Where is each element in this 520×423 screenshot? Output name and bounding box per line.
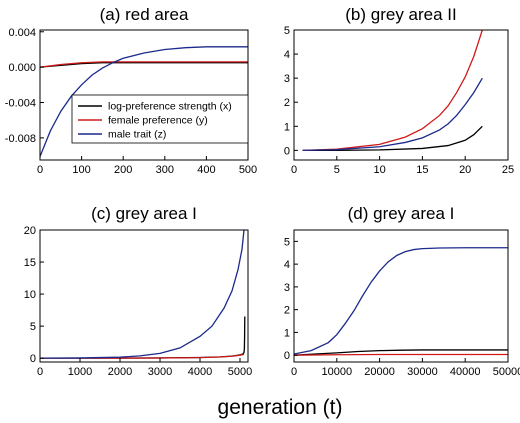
series-line-z (40, 230, 245, 359)
panel-b: (b) grey area II 0 5 10 15 20 25 0 1 2 3 4 5 (284, 5, 514, 176)
y-tick-label: 20 (24, 225, 36, 237)
y-tick-label: 4 (284, 49, 290, 61)
figure-x-axis-label: generation (t) (218, 396, 343, 419)
x-tick-label: 5000 (228, 366, 252, 378)
y-tick-label: 3 (284, 282, 290, 294)
x-tick-label: 0 (291, 164, 297, 176)
x-tick-label: 500 (239, 164, 257, 176)
series-line-y (294, 353, 508, 356)
y-tick-label: 1 (284, 121, 290, 133)
y-tick-label: 2 (284, 305, 290, 317)
x-tick-label: 15 (416, 164, 428, 176)
series-line-x (302, 125, 483, 152)
plot-frame (39, 229, 249, 363)
x-tick-label: 0 (291, 366, 297, 378)
x-tick-label: 400 (197, 164, 215, 176)
y-tick-label: 5 (284, 25, 290, 37)
series-line-y (40, 353, 245, 359)
x-tick-label: 25 (502, 164, 514, 176)
y-tick-label: 3 (284, 73, 290, 85)
legend-label: log-preference strength (x) (108, 101, 232, 113)
y-tick-label: 5 (284, 236, 290, 248)
series-line-x (294, 349, 508, 356)
panel-title: (d) grey area I (348, 204, 455, 223)
x-tick-label: 3000 (148, 366, 172, 378)
y-tick-label: 0 (284, 145, 290, 157)
x-tick-label: 1000 (68, 366, 92, 378)
panel-d: (d) grey area I 0 10000 20000 30000 40000 5000… (284, 204, 520, 378)
legend-box (71, 94, 249, 144)
x-tick-label: 4000 (188, 366, 212, 378)
x-tick-label: 30000 (407, 366, 438, 378)
plot-frame (293, 29, 509, 161)
x-tick-label: 0 (37, 164, 43, 176)
y-tick-label: 5 (30, 321, 36, 333)
panel-title: (a) red area (100, 5, 189, 24)
series-line-z (294, 247, 508, 355)
x-tick-label: 2000 (108, 366, 132, 378)
y-tick-label: 10 (24, 289, 36, 301)
panel-c: (c) grey area I 0 1000 2000 3000 4000 5000 0 5 10… (24, 204, 252, 378)
plot-frame (293, 229, 509, 363)
y-tick-label: -0.008 (5, 133, 36, 145)
x-tick-label: 40000 (450, 366, 481, 378)
x-tick-label: 0 (37, 366, 43, 378)
legend: log-preference strength (x) female prefer… (71, 94, 249, 144)
y-tick-label: 0 (284, 350, 290, 362)
x-tick-label: 10 (373, 164, 385, 176)
y-tick-label: -0.004 (5, 98, 36, 110)
series-line-z (40, 46, 248, 157)
y-tick-label: 15 (24, 257, 36, 269)
legend-label: female preference (y) (108, 115, 208, 127)
panel-title: (b) grey area II (345, 5, 457, 24)
y-tick-label: 2 (284, 97, 290, 109)
series-line-y (40, 61, 248, 68)
panel-a: (a) red area 0 100 200 300 400 500 0.004 0.000 -0… (5, 5, 257, 176)
x-tick-label: 20 (459, 164, 471, 176)
x-tick-label: 5 (334, 164, 340, 176)
x-tick-label: 300 (156, 164, 174, 176)
series-line-z (302, 77, 483, 152)
panel-title: (c) grey area I (91, 204, 197, 223)
y-tick-label: 4 (284, 259, 290, 271)
y-tick-label: 0 (30, 353, 36, 365)
x-tick-label: 20000 (364, 366, 395, 378)
x-tick-label: 100 (72, 164, 90, 176)
y-tick-label: 1 (284, 327, 290, 339)
x-tick-label: 200 (114, 164, 132, 176)
x-tick-label: 10000 (322, 366, 353, 378)
y-tick-label: 0.000 (8, 62, 36, 74)
legend-label: male trait (z) (108, 129, 166, 141)
y-tick-label: 0.004 (8, 27, 36, 39)
series-line-y (302, 30, 483, 152)
